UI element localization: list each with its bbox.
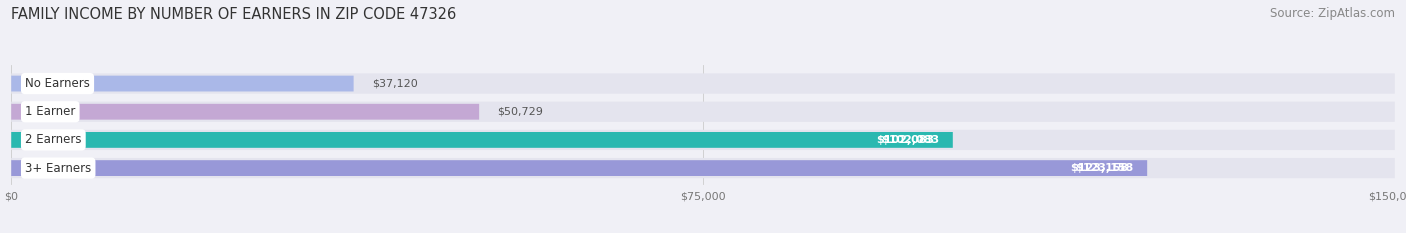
Text: $37,120: $37,120	[373, 79, 418, 89]
FancyBboxPatch shape	[11, 104, 479, 120]
Text: $123,158: $123,158	[1070, 163, 1129, 173]
Text: $123,158: $123,158	[1076, 163, 1133, 173]
Text: No Earners: No Earners	[25, 77, 90, 90]
Text: 2 Earners: 2 Earners	[25, 134, 82, 146]
Text: 1 Earner: 1 Earner	[25, 105, 76, 118]
FancyBboxPatch shape	[11, 132, 953, 148]
FancyBboxPatch shape	[11, 76, 354, 92]
Text: Source: ZipAtlas.com: Source: ZipAtlas.com	[1270, 7, 1395, 20]
Text: $50,729: $50,729	[498, 107, 544, 117]
Text: $102,083: $102,083	[876, 135, 935, 145]
FancyBboxPatch shape	[11, 130, 1395, 150]
FancyBboxPatch shape	[11, 102, 1395, 122]
Text: FAMILY INCOME BY NUMBER OF EARNERS IN ZIP CODE 47326: FAMILY INCOME BY NUMBER OF EARNERS IN ZI…	[11, 7, 457, 22]
FancyBboxPatch shape	[11, 73, 1395, 94]
Text: $102,083: $102,083	[880, 135, 939, 145]
FancyBboxPatch shape	[11, 158, 1395, 178]
FancyBboxPatch shape	[11, 160, 1147, 176]
Text: 3+ Earners: 3+ Earners	[25, 161, 91, 175]
